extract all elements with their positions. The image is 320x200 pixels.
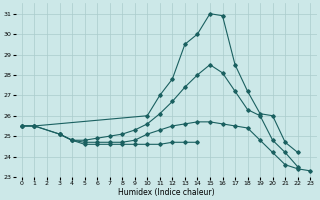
X-axis label: Humidex (Indice chaleur): Humidex (Indice chaleur)	[118, 188, 214, 197]
